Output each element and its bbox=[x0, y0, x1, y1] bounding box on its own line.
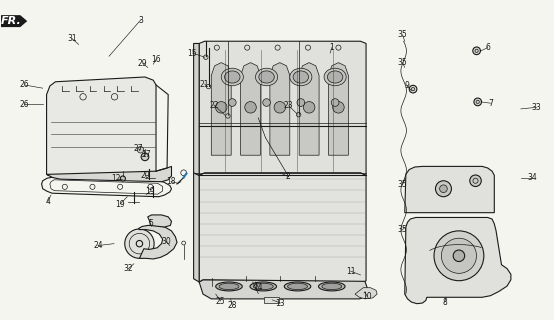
Ellipse shape bbox=[290, 68, 312, 86]
Polygon shape bbox=[270, 63, 290, 155]
Polygon shape bbox=[47, 77, 156, 177]
Ellipse shape bbox=[259, 71, 274, 83]
Text: 2: 2 bbox=[286, 172, 290, 181]
Text: 26: 26 bbox=[19, 100, 29, 108]
Text: 14: 14 bbox=[254, 283, 263, 292]
Circle shape bbox=[120, 176, 125, 181]
Text: 11: 11 bbox=[346, 267, 355, 276]
Ellipse shape bbox=[284, 282, 311, 291]
Bar bbox=[264, 297, 279, 303]
Polygon shape bbox=[199, 280, 369, 299]
Circle shape bbox=[331, 99, 339, 106]
Circle shape bbox=[228, 99, 236, 106]
Text: 24: 24 bbox=[93, 241, 103, 250]
Text: 28: 28 bbox=[228, 301, 237, 310]
Polygon shape bbox=[240, 63, 260, 155]
Polygon shape bbox=[299, 63, 319, 155]
Ellipse shape bbox=[293, 71, 309, 83]
Text: 22: 22 bbox=[209, 100, 219, 109]
Polygon shape bbox=[148, 215, 172, 227]
Text: 25: 25 bbox=[216, 297, 225, 306]
Text: 31: 31 bbox=[67, 34, 77, 43]
Text: 10: 10 bbox=[362, 292, 372, 301]
Text: 5: 5 bbox=[148, 219, 153, 228]
Text: 17: 17 bbox=[141, 150, 151, 159]
Ellipse shape bbox=[288, 283, 307, 290]
Circle shape bbox=[435, 181, 452, 197]
Text: 19: 19 bbox=[115, 200, 125, 209]
Text: 8: 8 bbox=[442, 298, 447, 307]
Ellipse shape bbox=[324, 68, 346, 86]
Text: 27: 27 bbox=[134, 144, 143, 153]
Circle shape bbox=[434, 231, 484, 281]
Polygon shape bbox=[211, 63, 231, 155]
Text: 35: 35 bbox=[398, 58, 407, 67]
Text: 33: 33 bbox=[531, 103, 541, 112]
Polygon shape bbox=[47, 166, 172, 182]
Text: 30: 30 bbox=[161, 237, 171, 246]
Polygon shape bbox=[405, 166, 494, 213]
Circle shape bbox=[409, 85, 417, 93]
Polygon shape bbox=[193, 173, 199, 282]
Polygon shape bbox=[329, 63, 348, 155]
Text: FR.: FR. bbox=[1, 16, 22, 26]
Polygon shape bbox=[199, 41, 366, 175]
Ellipse shape bbox=[250, 282, 276, 291]
Text: 6: 6 bbox=[485, 43, 490, 52]
Text: 1: 1 bbox=[330, 43, 334, 52]
Text: 7: 7 bbox=[488, 99, 493, 108]
Text: 29: 29 bbox=[138, 59, 147, 68]
Text: 21: 21 bbox=[200, 79, 209, 89]
Polygon shape bbox=[405, 218, 511, 304]
Circle shape bbox=[440, 185, 447, 193]
Ellipse shape bbox=[319, 282, 345, 291]
Text: 16: 16 bbox=[151, 55, 161, 64]
Ellipse shape bbox=[253, 283, 273, 290]
Circle shape bbox=[297, 99, 305, 106]
Ellipse shape bbox=[221, 68, 243, 86]
Text: 15: 15 bbox=[188, 49, 197, 58]
Text: 4: 4 bbox=[45, 197, 50, 206]
Text: 35: 35 bbox=[398, 30, 407, 39]
Ellipse shape bbox=[255, 68, 278, 86]
Ellipse shape bbox=[327, 71, 343, 83]
Circle shape bbox=[333, 101, 344, 113]
Ellipse shape bbox=[216, 282, 242, 291]
Polygon shape bbox=[193, 44, 199, 175]
Circle shape bbox=[137, 147, 143, 153]
Circle shape bbox=[453, 250, 465, 261]
Text: 12: 12 bbox=[111, 174, 121, 183]
Ellipse shape bbox=[322, 283, 342, 290]
Circle shape bbox=[125, 229, 154, 258]
Text: 32: 32 bbox=[124, 264, 133, 273]
Text: 9: 9 bbox=[404, 81, 409, 91]
Circle shape bbox=[141, 153, 149, 161]
Circle shape bbox=[304, 101, 315, 113]
Text: 3: 3 bbox=[138, 16, 143, 25]
Circle shape bbox=[470, 175, 481, 187]
Text: 34: 34 bbox=[527, 173, 537, 182]
Text: 13: 13 bbox=[275, 299, 285, 308]
Circle shape bbox=[203, 55, 208, 60]
Circle shape bbox=[473, 47, 480, 55]
Ellipse shape bbox=[224, 71, 240, 83]
Text: 18: 18 bbox=[166, 177, 176, 186]
Polygon shape bbox=[138, 226, 177, 259]
Text: 23: 23 bbox=[284, 101, 294, 110]
Circle shape bbox=[442, 238, 476, 273]
Circle shape bbox=[263, 99, 270, 106]
Ellipse shape bbox=[219, 283, 239, 290]
Text: 19: 19 bbox=[146, 187, 155, 196]
Text: 35: 35 bbox=[398, 225, 407, 234]
Text: 35: 35 bbox=[398, 180, 407, 189]
Circle shape bbox=[216, 101, 227, 113]
Circle shape bbox=[274, 101, 285, 113]
Circle shape bbox=[245, 101, 257, 113]
Circle shape bbox=[474, 98, 481, 106]
Text: 20: 20 bbox=[140, 171, 150, 180]
Polygon shape bbox=[199, 173, 366, 282]
Polygon shape bbox=[355, 288, 377, 299]
Text: 26: 26 bbox=[19, 80, 29, 90]
Polygon shape bbox=[1, 15, 27, 27]
